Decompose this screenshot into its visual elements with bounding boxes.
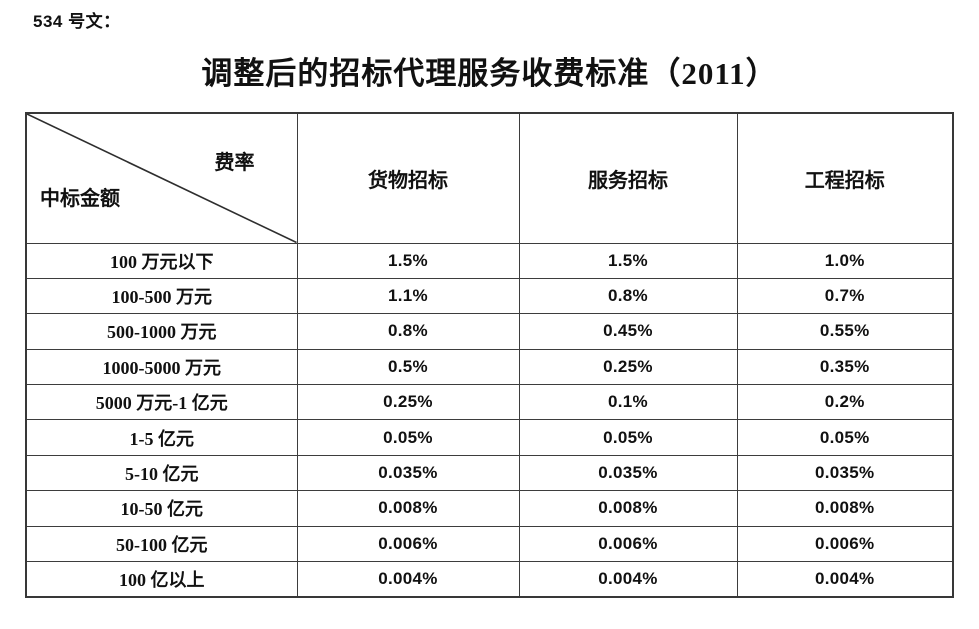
fee-rate-cell: 0.035% bbox=[518, 454, 738, 492]
fee-rate-cell: 0.006% bbox=[296, 525, 520, 563]
table-row: 1-5 亿元 0.05% 0.05% 0.05% bbox=[25, 419, 954, 456]
fee-rate-cell: 1.5% bbox=[518, 242, 738, 279]
page-title: 调整后的招标代理服务收费标准（2011） bbox=[201, 56, 778, 91]
bid-amount-cell: 5-10 亿元 bbox=[25, 454, 298, 492]
bid-amount-cell: 1000-5000 万元 bbox=[25, 348, 298, 386]
fee-rate-cell: 0.05% bbox=[296, 419, 520, 456]
fee-rate-cell: 0.004% bbox=[518, 561, 738, 598]
fee-rate-cell: 0.2% bbox=[736, 384, 954, 421]
fee-rate-cell: 0.1% bbox=[518, 384, 738, 421]
fee-rate-cell: 0.006% bbox=[736, 525, 954, 563]
fee-rate-cell: 0.05% bbox=[518, 419, 738, 456]
table-row: 5000 万元-1 亿元 0.25% 0.1% 0.2% bbox=[25, 384, 954, 421]
fee-rate-cell: 1.0% bbox=[736, 242, 954, 279]
fee-rate-cell: 0.05% bbox=[736, 419, 954, 456]
table-row: 500-1000 万元 0.8% 0.45% 0.55% bbox=[25, 313, 954, 350]
bid-amount-cell: 5000 万元-1 亿元 bbox=[25, 384, 298, 421]
fee-rate-cell: 0.035% bbox=[736, 454, 954, 492]
table-row: 10-50 亿元 0.008% 0.008% 0.008% bbox=[25, 490, 954, 527]
corner-label-bid-amount: 中标金额 bbox=[40, 187, 120, 210]
fee-rate-table: 费率 中标金额 货物招标 服务招标 工程招标 100 万元以下 1.5% 1.5% 1… bbox=[25, 112, 954, 598]
header-row: 费率 中标金额 货物招标 服务招标 工程招标 bbox=[25, 112, 954, 244]
table-row: 100 亿以上 0.004% 0.004% 0.004% bbox=[25, 561, 954, 598]
fee-rate-cell: 0.004% bbox=[296, 561, 520, 598]
fee-rate-cell: 0.7% bbox=[736, 277, 954, 315]
bid-amount-cell: 50-100 亿元 bbox=[25, 525, 298, 563]
fee-rate-cell: 0.45% bbox=[518, 313, 738, 350]
fee-rate-cell: 0.035% bbox=[296, 454, 520, 492]
bid-amount-cell: 100-500 万元 bbox=[25, 277, 298, 315]
fee-rate-cell: 1.1% bbox=[296, 277, 520, 315]
table-row: 100 万元以下 1.5% 1.5% 1.0% bbox=[25, 242, 954, 279]
table-row: 5-10 亿元 0.035% 0.035% 0.035% bbox=[25, 454, 954, 492]
corner-label-rate: 费率 bbox=[214, 152, 255, 174]
bid-amount-cell: 100 亿以上 bbox=[25, 561, 298, 598]
fee-rate-cell: 0.5% bbox=[296, 348, 520, 386]
fee-rate-cell: 0.25% bbox=[296, 384, 520, 421]
bid-amount-cell: 100 万元以下 bbox=[25, 242, 298, 279]
bid-amount-cell: 10-50 亿元 bbox=[25, 490, 298, 527]
fee-rate-cell: 0.35% bbox=[736, 348, 954, 386]
corner-header-cell: 费率 中标金额 bbox=[25, 112, 298, 244]
column-header-goods-bidding: 货物招标 bbox=[296, 112, 520, 244]
fee-rate-cell: 0.8% bbox=[296, 313, 520, 350]
table-row: 1000-5000 万元 0.5% 0.25% 0.35% bbox=[25, 348, 954, 386]
fee-rate-cell: 0.55% bbox=[736, 313, 954, 350]
fee-rate-cell: 0.008% bbox=[518, 490, 738, 527]
table-row: 50-100 亿元 0.006% 0.006% 0.006% bbox=[25, 525, 954, 563]
table-row: 100-500 万元 1.1% 0.8% 0.7% bbox=[25, 277, 954, 315]
fee-rate-cell: 0.004% bbox=[736, 561, 954, 598]
bid-amount-cell: 1-5 亿元 bbox=[25, 419, 298, 456]
fee-rate-cell: 1.5% bbox=[296, 242, 520, 279]
fee-rate-cell: 0.008% bbox=[736, 490, 954, 527]
column-header-engineering-bidding: 工程招标 bbox=[736, 112, 954, 244]
bid-amount-cell: 500-1000 万元 bbox=[25, 313, 298, 350]
fee-rate-cell: 0.8% bbox=[518, 277, 738, 315]
column-header-service-bidding: 服务招标 bbox=[518, 112, 738, 244]
fee-rate-cell: 0.25% bbox=[518, 348, 738, 386]
fee-rate-cell: 0.006% bbox=[518, 525, 738, 563]
doc-number-label: 534 号文： bbox=[33, 12, 121, 31]
fee-rate-cell: 0.008% bbox=[296, 490, 520, 527]
diagonal-divider-line bbox=[27, 114, 297, 243]
